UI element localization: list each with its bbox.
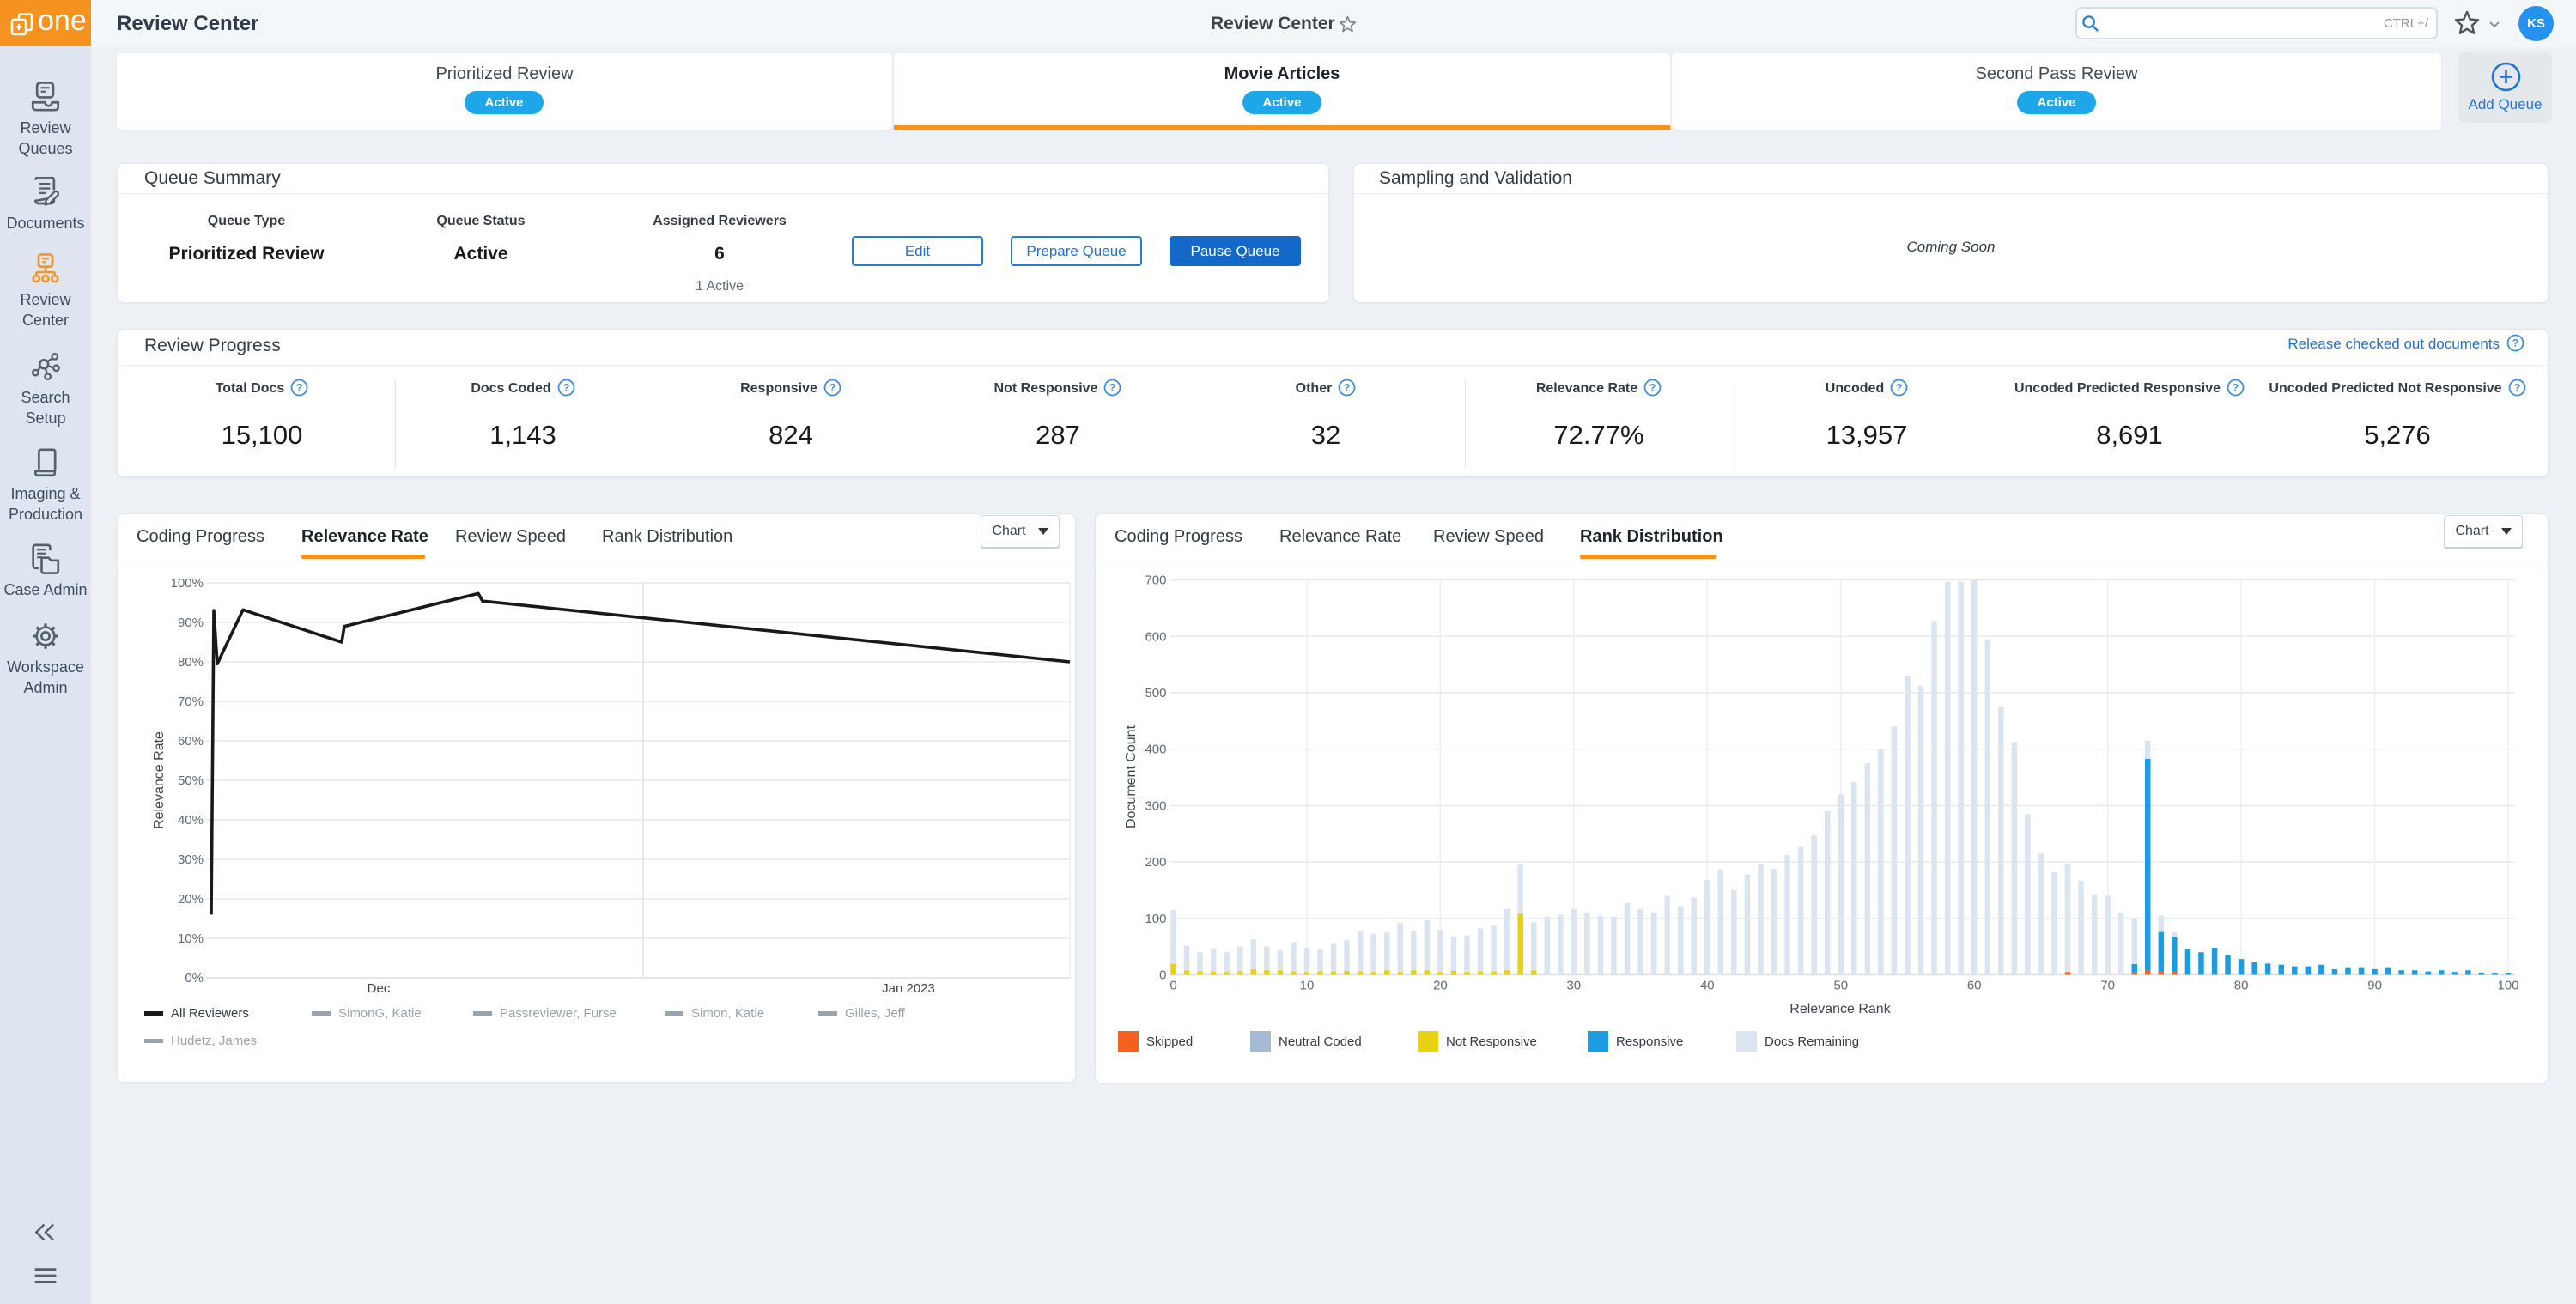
svg-text:10: 10 — [1300, 979, 1315, 993]
svg-text:50%: 50% — [178, 773, 204, 788]
svg-text:90%: 90% — [178, 616, 204, 630]
svg-text:Relevance Rank: Relevance Rank — [1789, 1002, 1891, 1016]
svg-text:?: ? — [2233, 381, 2239, 393]
svg-text:80: 80 — [2234, 979, 2249, 993]
svg-text:?: ? — [296, 381, 303, 393]
svg-text:40: 40 — [1700, 979, 1715, 993]
svg-text:100: 100 — [1145, 912, 1166, 926]
svg-text:700: 700 — [1145, 573, 1166, 588]
svg-text:Relevance Rate: Relevance Rate — [152, 731, 167, 829]
svg-text:500: 500 — [1145, 686, 1166, 701]
svg-text:0: 0 — [1159, 968, 1166, 983]
svg-text:70%: 70% — [178, 694, 204, 709]
svg-text:100%: 100% — [171, 576, 204, 591]
svg-text:300: 300 — [1145, 798, 1166, 813]
svg-text:?: ? — [1896, 381, 1903, 393]
svg-text:90: 90 — [2367, 979, 2382, 993]
svg-text:80%: 80% — [178, 655, 204, 670]
svg-text:40%: 40% — [178, 813, 204, 828]
svg-text:50: 50 — [1833, 979, 1848, 993]
svg-text:200: 200 — [1145, 855, 1166, 870]
svg-text:20: 20 — [1433, 979, 1448, 993]
svg-text:?: ? — [2513, 381, 2520, 393]
svg-text:0%: 0% — [185, 971, 204, 986]
svg-text:Dec: Dec — [368, 981, 391, 996]
svg-text:?: ? — [1649, 381, 1656, 393]
svg-text:600: 600 — [1145, 629, 1166, 644]
svg-text:400: 400 — [1145, 743, 1166, 757]
svg-text:30: 30 — [1566, 979, 1581, 993]
svg-text:60: 60 — [1967, 979, 1982, 993]
svg-text:10%: 10% — [178, 931, 204, 946]
svg-text:Document Count: Document Count — [1124, 725, 1139, 828]
svg-text:70: 70 — [2100, 979, 2115, 993]
svg-text:0: 0 — [1170, 979, 1176, 993]
svg-text:?: ? — [2512, 337, 2519, 349]
svg-text:60%: 60% — [178, 734, 204, 749]
svg-text:?: ? — [1344, 381, 1351, 393]
svg-text:100: 100 — [2497, 979, 2518, 993]
svg-text:?: ? — [829, 381, 836, 393]
svg-text:Jan 2023: Jan 2023 — [882, 981, 935, 996]
svg-text:?: ? — [1109, 381, 1116, 393]
svg-text:?: ? — [562, 381, 569, 393]
svg-text:30%: 30% — [178, 852, 204, 867]
svg-text:20%: 20% — [178, 892, 204, 907]
